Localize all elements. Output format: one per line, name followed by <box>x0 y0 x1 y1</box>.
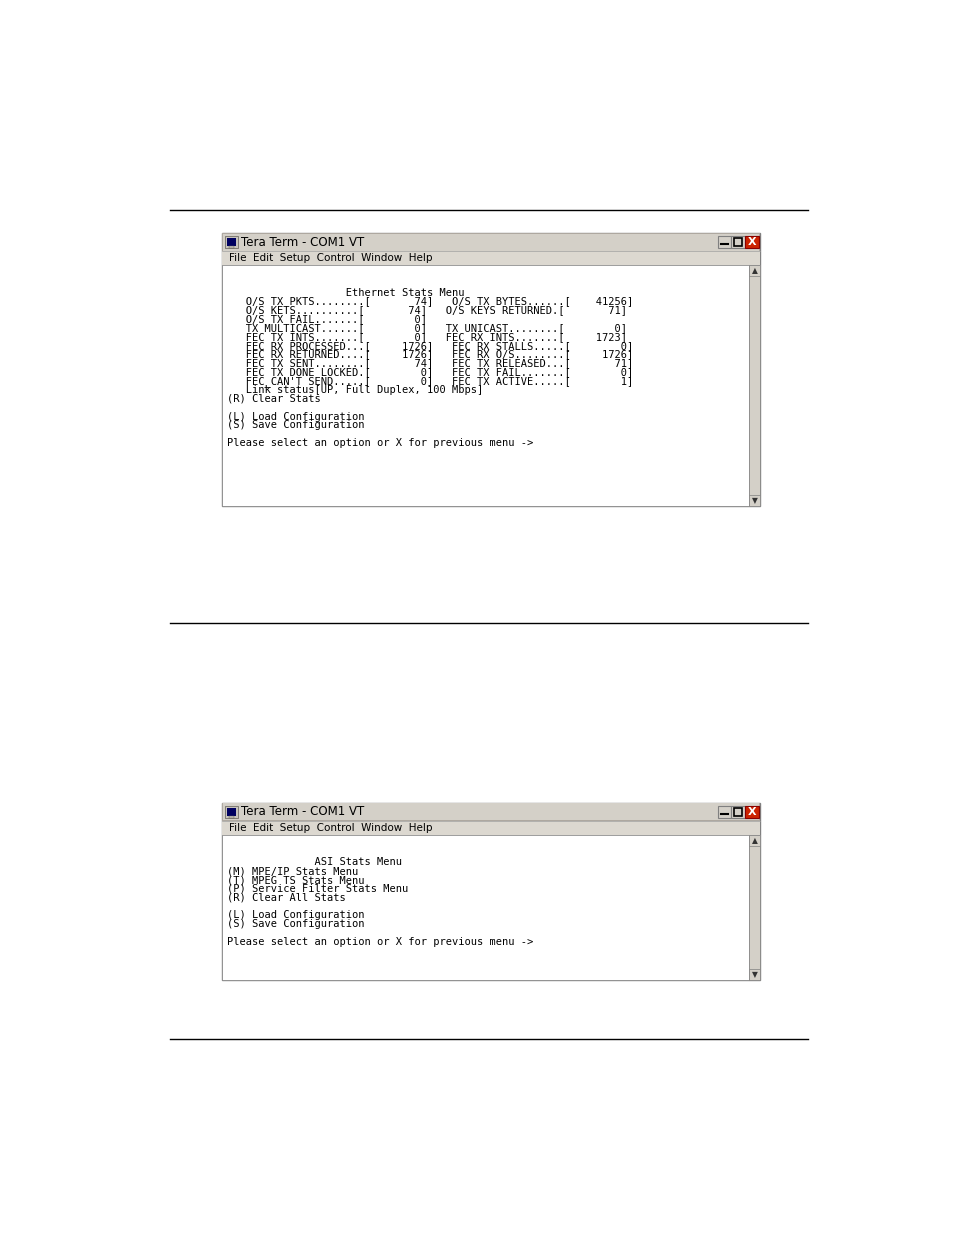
Text: (M) MPE/IP Stats Menu: (M) MPE/IP Stats Menu <box>227 866 357 876</box>
Text: FEC TX DONE LOCKED.[        0]   FEC TX FAIL.......[        0]: FEC TX DONE LOCKED.[ 0] FEC TX FAIL.....… <box>227 367 633 377</box>
Bar <box>731 805 744 818</box>
Text: ASI Stats Menu: ASI Stats Menu <box>227 857 401 867</box>
Text: (P) Service Filter Stats Menu: (P) Service Filter Stats Menu <box>227 884 408 894</box>
Bar <box>229 816 233 818</box>
Text: Ethernet Stats Menu: Ethernet Stats Menu <box>227 288 464 298</box>
Text: FEC TX SENT........[       74]   FEC TX RELEASED...[       71]: FEC TX SENT........[ 74] FEC TX RELEASED… <box>227 358 633 368</box>
Text: (L) Load Configuration: (L) Load Configuration <box>227 411 364 421</box>
Text: File  Edit  Setup  Control  Window  Help: File Edit Setup Control Window Help <box>229 823 432 834</box>
Text: File  Edit  Setup  Control  Window  Help: File Edit Setup Control Window Help <box>229 253 432 263</box>
Text: FEC RX RETURNED....[     1726]   FEC RX O/S........[     1726]: FEC RX RETURNED....[ 1726] FEC RX O/S...… <box>227 350 633 359</box>
Text: (L) Load Configuration: (L) Load Configuration <box>227 910 364 920</box>
Bar <box>225 236 237 248</box>
Text: O/S TX FAIL.......[        0]: O/S TX FAIL.......[ 0] <box>227 314 427 324</box>
Bar <box>717 236 730 248</box>
Text: O/S TX PKTS........[       74]   O/S TX BYTES......[    41256]: O/S TX PKTS........[ 74] O/S TX BYTES...… <box>227 296 633 306</box>
Bar <box>227 238 236 246</box>
Text: ▲: ▲ <box>751 836 757 845</box>
Text: Tera Term - COM1 VT: Tera Term - COM1 VT <box>241 236 364 248</box>
Bar <box>222 821 760 835</box>
Bar <box>717 805 730 818</box>
Text: X: X <box>747 806 756 816</box>
Text: (R) Clear Stats: (R) Clear Stats <box>227 394 320 404</box>
Text: O/S KETS..........[       74]   O/S KEYS RETURNED.[       71]: O/S KETS..........[ 74] O/S KEYS RETURNE… <box>227 305 626 315</box>
Bar <box>733 808 741 816</box>
Text: X: X <box>747 237 756 247</box>
Bar <box>748 835 760 846</box>
Bar <box>731 236 744 248</box>
Text: (T) MPEG TS Stats Menu: (T) MPEG TS Stats Menu <box>227 876 364 885</box>
Bar <box>748 969 760 979</box>
Text: FEC_CAN'T SEND.....[        0]   FEC TX ACTIVE.....[        1]: FEC_CAN'T SEND.....[ 0] FEC TX ACTIVE...… <box>227 377 633 387</box>
Text: Tera Term - COM1 VT: Tera Term - COM1 VT <box>241 805 364 819</box>
Bar <box>227 808 236 816</box>
Text: TX MULTICAST......[        0]   TX UNICAST........[        0]: TX MULTICAST......[ 0] TX UNICAST.......… <box>227 324 626 333</box>
Bar <box>222 803 760 979</box>
Bar <box>744 236 758 248</box>
Text: FEC RX PROCESSED...[     1726]   FEC RX STALLS.....[        0]: FEC RX PROCESSED...[ 1726] FEC RX STALLS… <box>227 341 633 351</box>
Text: ▲: ▲ <box>751 266 757 275</box>
Text: Please select an option or X for previous menu ->: Please select an option or X for previou… <box>227 937 533 947</box>
Bar <box>223 233 759 251</box>
Bar <box>225 805 237 818</box>
Bar <box>222 266 748 506</box>
Text: (R) Clear All Stats: (R) Clear All Stats <box>227 893 345 903</box>
Bar <box>223 804 759 820</box>
Bar <box>748 495 760 506</box>
Bar <box>229 246 233 248</box>
Bar <box>222 803 760 821</box>
Bar <box>222 233 760 252</box>
Bar <box>748 266 760 506</box>
Bar <box>748 835 760 979</box>
Bar <box>748 266 760 275</box>
Bar <box>744 805 758 818</box>
Text: Please select an option or X for previous menu ->: Please select an option or X for previou… <box>227 438 533 448</box>
Bar <box>222 233 760 506</box>
Text: ▼: ▼ <box>751 496 757 505</box>
Text: Link status[UP, Full Duplex, 100 Mbps]: Link status[UP, Full Duplex, 100 Mbps] <box>227 385 483 395</box>
Text: FEC TX INTS.......[        0]   FEC RX INTS.......[     1723]: FEC TX INTS.......[ 0] FEC RX INTS......… <box>227 332 626 342</box>
Bar <box>222 835 748 979</box>
Text: (S) Save Configuration: (S) Save Configuration <box>227 919 364 930</box>
Bar <box>222 252 760 266</box>
Text: (S) Save Configuration: (S) Save Configuration <box>227 420 364 430</box>
Bar <box>733 238 741 246</box>
Text: ▼: ▼ <box>751 969 757 979</box>
